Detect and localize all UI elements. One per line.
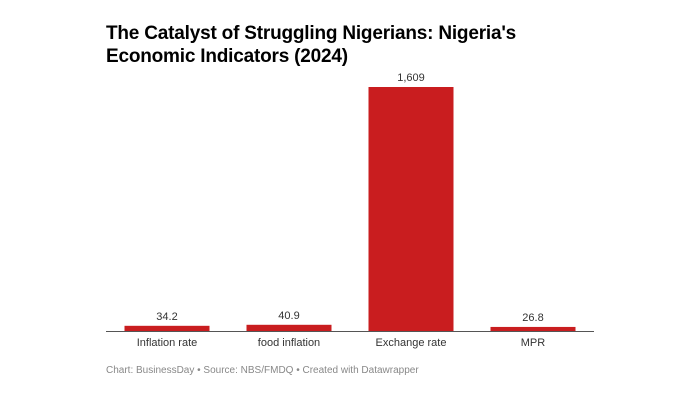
data-label: 40.9 bbox=[278, 310, 299, 322]
x-tick-label: Exchange rate bbox=[376, 337, 447, 349]
bar bbox=[246, 324, 332, 331]
bar bbox=[124, 325, 210, 331]
data-label: 1,609 bbox=[397, 72, 425, 84]
bar bbox=[490, 326, 576, 331]
x-tick-label: Inflation rate bbox=[137, 337, 198, 349]
data-label: 34.2 bbox=[156, 311, 177, 323]
bar bbox=[368, 87, 454, 331]
x-tick-label: food inflation bbox=[258, 337, 320, 349]
chart-title: The Catalyst of Struggling Nigerians: Ni… bbox=[106, 23, 517, 67]
x-tick-label: MPR bbox=[521, 337, 546, 349]
data-label: 26.8 bbox=[522, 312, 543, 324]
chart-footer: Chart: BusinessDay • Source: NBS/FMDQ • … bbox=[106, 365, 419, 376]
